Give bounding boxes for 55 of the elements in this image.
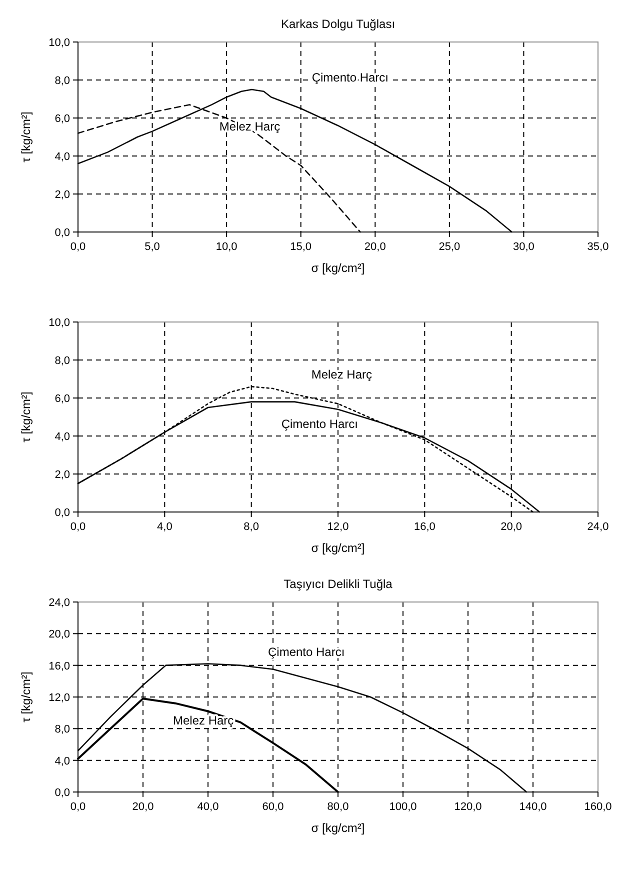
series-label: Melez Harç xyxy=(173,714,234,728)
x-tick-label: 20,0 xyxy=(500,521,522,533)
x-tick-label: 40,0 xyxy=(197,801,219,813)
x-tick-label: 160,0 xyxy=(584,801,612,813)
x-tick-label: 100,0 xyxy=(389,801,417,813)
x-tick-label: 20,0 xyxy=(132,801,154,813)
y-axis-title: τ [kg/cm²] xyxy=(19,392,33,442)
x-tick-label: 4,0 xyxy=(157,521,172,533)
y-tick-label: 6,0 xyxy=(54,393,70,405)
series-label: Çimento Harcı xyxy=(281,416,358,431)
y-tick-label: 4,0 xyxy=(54,151,70,163)
y-axis-title: τ [kg/cm²] xyxy=(19,112,33,162)
y-tick-label: 2,0 xyxy=(54,189,70,201)
x-tick-label: 35,0 xyxy=(587,241,609,253)
y-tick-label: 0,0 xyxy=(54,227,70,239)
x-tick-label: 80,0 xyxy=(327,801,349,813)
x-tick-label: 15,0 xyxy=(290,241,312,253)
chart-title: Karkas Dolgu Tuğlası xyxy=(280,17,396,31)
y-tick-label: 4,0 xyxy=(54,755,70,768)
x-tick-label: 25,0 xyxy=(438,241,460,253)
y-tick-label: 0,0 xyxy=(54,787,70,799)
chart-title: Taşıyıcı Delikli Tuğla xyxy=(284,577,393,591)
x-tick-label: 16,0 xyxy=(414,521,436,533)
x-tick-label: 60,0 xyxy=(262,801,284,813)
y-tick-label: 4,0 xyxy=(54,431,70,443)
x-tick-label: 0,0 xyxy=(70,241,86,253)
y-tick-label: 8,0 xyxy=(54,75,70,87)
series-label: Melez Harç xyxy=(311,368,372,382)
x-tick-label: 12,0 xyxy=(327,521,349,533)
y-tick-label: 12,0 xyxy=(48,692,70,704)
x-tick-label: 30,0 xyxy=(513,241,534,253)
y-axis-title: τ [kg/cm²] xyxy=(19,672,33,722)
x-tick-label: 0,0 xyxy=(70,521,86,533)
y-tick-label: 2,0 xyxy=(54,469,70,481)
y-tick-label: 20,0 xyxy=(48,628,70,641)
x-tick-label: 24,0 xyxy=(587,521,609,533)
y-tick-label: 24,0 xyxy=(48,597,70,609)
y-tick-label: 8,0 xyxy=(54,724,70,736)
y-tick-label: 8,0 xyxy=(54,355,70,367)
x-tick-label: 0,0 xyxy=(70,801,86,813)
x-tick-label: 5,0 xyxy=(144,241,160,253)
x-axis-title: σ [kg/cm²] xyxy=(311,261,365,275)
x-tick-label: 140,0 xyxy=(519,801,547,813)
y-tick-label: 16,0 xyxy=(48,660,70,672)
x-tick-label: 20,0 xyxy=(364,241,386,253)
x-tick-label: 10,0 xyxy=(216,241,238,253)
series-label: Çimento Harcı xyxy=(268,644,345,659)
y-tick-label: 10,0 xyxy=(48,37,70,49)
x-axis-title: σ [kg/cm²] xyxy=(311,541,365,555)
y-tick-label: 0,0 xyxy=(54,507,70,519)
x-tick-label: 120,0 xyxy=(454,801,482,813)
x-axis-title: σ [kg/cm²] xyxy=(311,821,365,835)
y-tick-label: 10,0 xyxy=(48,317,70,329)
x-tick-label: 8,0 xyxy=(244,521,259,533)
y-tick-label: 6,0 xyxy=(54,113,70,125)
